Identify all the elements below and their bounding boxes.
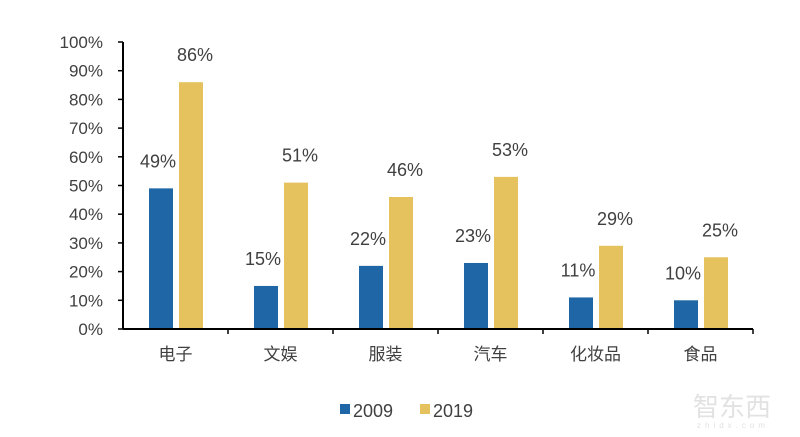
x-category-label: 电子 xyxy=(159,345,193,365)
bar-2009 xyxy=(569,297,593,329)
bar-2019 xyxy=(599,245,623,329)
x-category-label: 文娱 xyxy=(264,345,298,365)
data-label-2009: 11% xyxy=(561,260,596,280)
legend: 2009 2019 xyxy=(340,401,473,421)
watermark-logo: 智东西 zhidx.com xyxy=(693,393,771,430)
bar-2019 xyxy=(494,176,518,329)
data-label-2009: 49% xyxy=(140,151,176,171)
y-tick-label: 60% xyxy=(69,148,103,167)
data-label-2009: 22% xyxy=(350,229,386,249)
bar-2019 xyxy=(284,182,308,329)
bar-2019 xyxy=(179,82,203,330)
y-tick-label: 30% xyxy=(69,234,103,253)
y-tick-label: 20% xyxy=(69,263,103,282)
bar-2009 xyxy=(464,262,488,329)
data-label-2019: 53% xyxy=(492,140,528,160)
legend-swatch-2009 xyxy=(340,404,350,414)
legend-label-2019: 2019 xyxy=(433,401,473,421)
y-tick-label: 90% xyxy=(69,62,103,81)
data-label-2019: 25% xyxy=(702,220,738,240)
legend-swatch-2019 xyxy=(420,404,430,414)
y-tick-label: 100% xyxy=(60,33,103,52)
y-tick-label: 0% xyxy=(78,320,103,339)
x-category-label: 化妆品 xyxy=(570,345,621,365)
bar-2009 xyxy=(359,265,383,329)
bar-2019 xyxy=(389,196,413,329)
bar-2019 xyxy=(704,257,728,329)
y-tick-label: 50% xyxy=(69,177,103,196)
data-label-2019: 51% xyxy=(282,146,318,166)
x-category-label: 服装 xyxy=(369,345,403,365)
legend-label-2009: 2009 xyxy=(353,401,393,421)
data-label-2009: 10% xyxy=(665,263,701,283)
bar-2009 xyxy=(149,188,173,329)
watermark-text: 智东西 xyxy=(693,393,771,423)
y-tick-label: 70% xyxy=(69,119,103,138)
bar-2009 xyxy=(674,300,698,329)
data-label-2019: 46% xyxy=(387,160,423,180)
watermark-site: zhidx.com xyxy=(697,421,769,430)
x-category-label: 汽车 xyxy=(474,345,508,365)
y-tick-label: 80% xyxy=(69,90,103,109)
y-tick-label: 40% xyxy=(69,205,103,224)
data-label-2019: 29% xyxy=(597,209,633,229)
data-label-2009: 15% xyxy=(245,249,281,269)
y-tick-label: 10% xyxy=(69,291,103,310)
data-label-2009: 23% xyxy=(455,226,491,246)
bar-2009 xyxy=(254,285,278,329)
x-category-label: 食品 xyxy=(684,345,718,365)
data-label-2019: 86% xyxy=(177,45,213,65)
